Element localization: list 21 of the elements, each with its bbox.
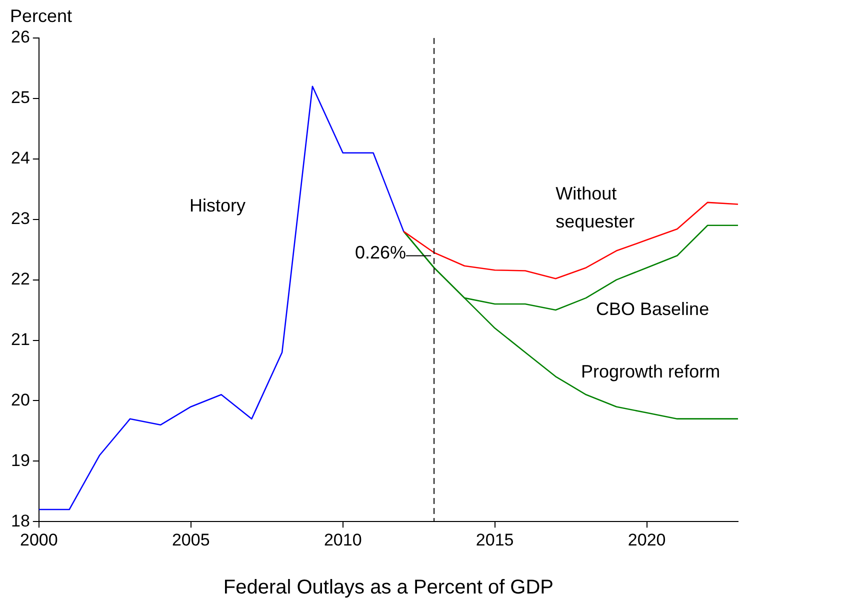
- y-axis-title: Percent: [10, 6, 72, 26]
- y-tick-label: 22: [10, 269, 30, 288]
- y-tick-label: 24: [10, 148, 30, 168]
- y-tick-label: 19: [10, 450, 30, 470]
- y-tick-label: 23: [10, 209, 30, 228]
- series-label: Progrowth reform: [581, 362, 720, 382]
- annotation: 0.26%: [355, 242, 406, 263]
- y-tick-label: 21: [10, 330, 30, 349]
- x-tick-label: 2010: [324, 530, 362, 550]
- x-tick-label: 2000: [20, 530, 58, 550]
- y-tick-label: 20: [10, 390, 30, 410]
- y-tick-label: 26: [10, 28, 30, 47]
- series-label: CBO Baseline: [596, 298, 710, 319]
- y-tick-label: 25: [10, 88, 30, 108]
- y-tick-label: 18: [10, 511, 30, 530]
- x-tick-label: 2005: [172, 530, 210, 550]
- x-tick-label: 2020: [628, 530, 666, 550]
- x-axis-title: Federal Outlays as a Percent of GDP: [223, 576, 554, 599]
- text: History: [189, 195, 246, 216]
- x-tick-label: 2015: [476, 530, 514, 550]
- series-label: Without sequester: [556, 184, 635, 232]
